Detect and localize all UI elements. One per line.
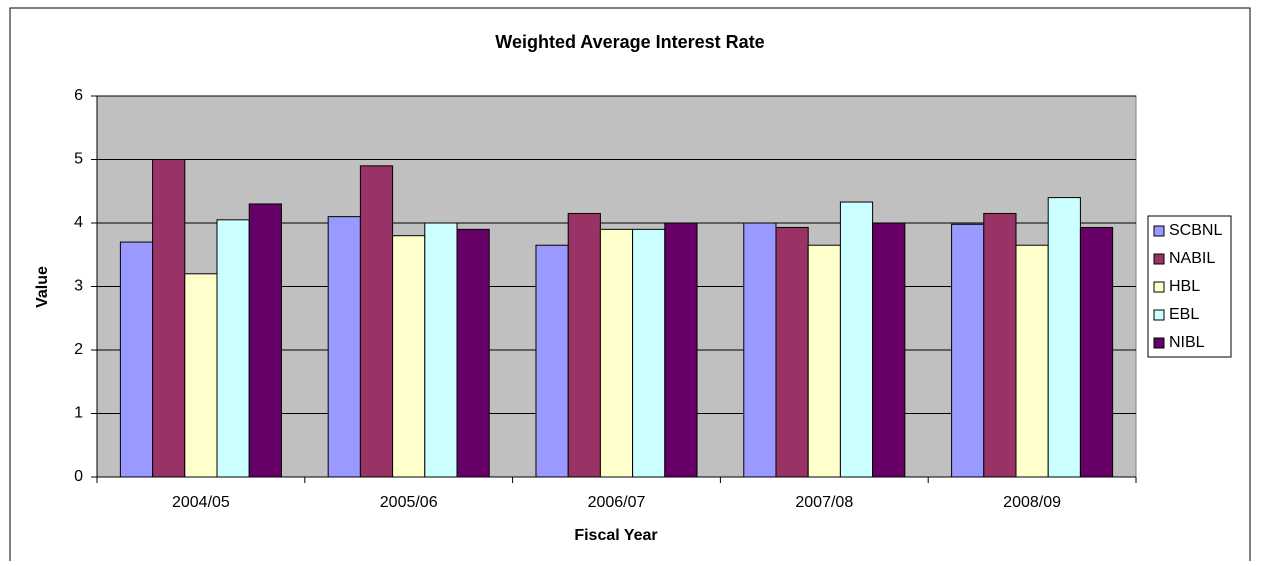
x-tick-label: 2005/06 bbox=[380, 494, 438, 511]
y-tick-label: 3 bbox=[74, 278, 83, 295]
legend-swatch bbox=[1153, 281, 1165, 293]
legend-label: HBL bbox=[1169, 278, 1200, 295]
x-tick-label: 2004/05 bbox=[172, 494, 230, 511]
y-axis-label: Value bbox=[34, 266, 51, 308]
legend-label: NABIL bbox=[1169, 250, 1215, 267]
legend-label: SCBNL bbox=[1169, 222, 1222, 239]
x-axis-label: Fiscal Year bbox=[574, 527, 657, 544]
bar bbox=[535, 244, 569, 478]
bar bbox=[456, 228, 490, 478]
legend-box bbox=[1147, 215, 1232, 358]
bar bbox=[599, 228, 634, 478]
bar bbox=[839, 201, 874, 478]
x-tick-label: 2007/08 bbox=[795, 494, 853, 511]
bar bbox=[359, 165, 394, 478]
x-tick-label: 2006/07 bbox=[588, 494, 646, 511]
legend-swatch bbox=[1153, 253, 1165, 265]
chart-title: Weighted Average Interest Rate bbox=[495, 32, 764, 52]
y-tick-label: 6 bbox=[74, 87, 83, 104]
chart-frame bbox=[9, 7, 1251, 561]
bar bbox=[1047, 197, 1081, 478]
bar bbox=[248, 203, 282, 478]
bar bbox=[807, 244, 841, 478]
bar bbox=[983, 212, 1017, 478]
bar bbox=[632, 228, 666, 478]
legend-label: NIBL bbox=[1169, 334, 1205, 351]
y-tick-label: 4 bbox=[74, 214, 83, 231]
bar bbox=[424, 222, 458, 478]
bar bbox=[152, 159, 186, 478]
bar bbox=[1015, 244, 1049, 478]
bar bbox=[664, 222, 698, 478]
bar bbox=[119, 241, 154, 478]
legend-swatch bbox=[1153, 309, 1165, 321]
bar bbox=[327, 216, 361, 478]
bar bbox=[775, 226, 809, 478]
bar bbox=[1079, 226, 1114, 478]
y-tick-label: 0 bbox=[74, 468, 83, 485]
bar bbox=[216, 219, 250, 478]
bar bbox=[951, 223, 985, 478]
legend-label: EBL bbox=[1169, 306, 1199, 323]
legend-swatch bbox=[1153, 225, 1165, 237]
bar bbox=[392, 235, 426, 478]
y-tick-label: 1 bbox=[74, 405, 83, 422]
y-tick-label: 2 bbox=[74, 341, 83, 358]
bar bbox=[184, 273, 218, 478]
bar bbox=[567, 212, 601, 478]
legend-swatch bbox=[1153, 337, 1165, 349]
bar bbox=[872, 222, 906, 478]
bar bbox=[743, 222, 777, 478]
x-tick-label: 2008/09 bbox=[1003, 494, 1061, 511]
y-tick-label: 5 bbox=[74, 151, 83, 168]
